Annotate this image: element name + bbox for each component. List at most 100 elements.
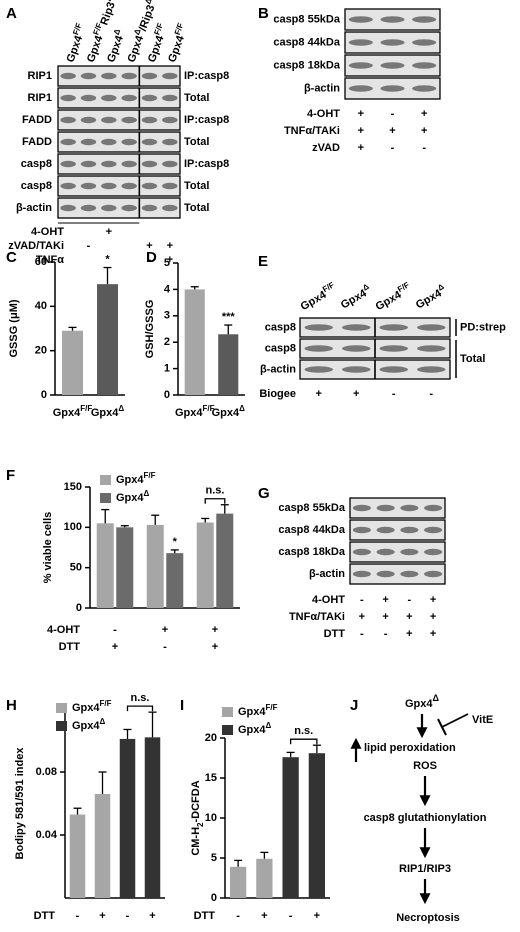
inhibition-bar [437, 718, 447, 736]
blot-band [162, 72, 178, 80]
node-part: Δ [433, 693, 440, 703]
condition-sign: + [359, 611, 365, 623]
significance-label: * [105, 253, 110, 265]
bar [69, 814, 86, 898]
blot-band [424, 570, 443, 578]
column-header-part: Gpx4 [85, 33, 106, 64]
column-header-part: Δ [111, 27, 122, 36]
panel-letter: H [6, 697, 17, 714]
row-tag: IP:casp8 [184, 114, 229, 126]
blot-band [121, 182, 137, 190]
condition-sign: - [422, 142, 426, 154]
y-tick-label: 0.08 [36, 766, 57, 778]
legend-label-part: Gpx4 [238, 706, 266, 718]
condition-sign: + [421, 125, 427, 137]
blot-band [141, 138, 158, 146]
blot-band [141, 204, 158, 212]
legend-label-part: F/F [144, 471, 156, 480]
y-axis-label: % viable cells [42, 512, 54, 584]
legend-label: Gpx4F/F [72, 699, 112, 714]
column-header-part: F/F [71, 22, 84, 36]
y-tick-label: 150 [64, 481, 82, 493]
condition-sign: + [358, 125, 364, 137]
x-tick-label: Gpx4Δ [91, 404, 125, 419]
column-header-part: F/F [152, 22, 165, 36]
blot-band [101, 116, 117, 124]
blot-band [101, 138, 117, 146]
condition-sign: + [149, 910, 155, 922]
blot-band [379, 345, 408, 352]
blot-band [60, 160, 76, 168]
blot-band [376, 504, 395, 512]
blot-band [376, 570, 395, 578]
blot-band [101, 94, 117, 102]
legend-swatch [100, 475, 111, 485]
condition-sign: - [392, 388, 396, 400]
significance-bracket [289, 738, 318, 745]
condition-label: TNFα [36, 254, 64, 266]
legend-swatch [222, 725, 233, 735]
row-label: RIP1 [28, 92, 52, 104]
blot-band [352, 548, 371, 556]
blot-band [141, 182, 158, 190]
condition-label: 4-OHT [307, 108, 340, 120]
legend-label: Gpx4Δ [238, 721, 272, 736]
condition-sign: + [430, 628, 436, 640]
bar [62, 330, 83, 395]
condition-sign: - [76, 910, 80, 922]
condition-label: TNFα/TAKi [289, 611, 345, 623]
row-label: casp8 [265, 321, 296, 333]
blot-band [412, 62, 437, 69]
blot-band [352, 504, 371, 512]
x-tick-label-part: F/F [80, 404, 92, 413]
blot-strip [349, 497, 446, 519]
panel-letter: E [258, 253, 268, 270]
blot-band [417, 366, 446, 373]
blot-band [60, 182, 76, 190]
legend-label-part: Gpx4 [72, 702, 100, 714]
column-header: Gpx4Δ [412, 281, 449, 311]
condition-sign: + [212, 624, 218, 636]
legend-label: Gpx4Δ [72, 717, 106, 732]
condition-sign: + [314, 910, 320, 922]
condition-sign: + [430, 611, 436, 623]
y-tick-label: 20 [35, 345, 47, 357]
legend-label-part: Gpx4 [116, 492, 144, 504]
y-axis-label: Bodipy 581/591 index [14, 747, 26, 860]
condition-sign: + [382, 594, 388, 606]
column-header-part: Δ [436, 281, 446, 292]
inhibition-line [441, 713, 469, 728]
row-tag: PD:strep [460, 321, 506, 333]
legend-label-part: Gpx4 [72, 720, 100, 732]
blot-band [348, 39, 373, 46]
blot-strip [57, 175, 181, 197]
significance-label: n.s. [206, 485, 225, 497]
panel-letter: F [6, 467, 15, 484]
blot-band [101, 204, 117, 212]
legend-label: Gpx4Δ [116, 489, 150, 504]
blot-band [162, 138, 178, 146]
diagram-node: VitE [472, 714, 493, 726]
y-tick-label: 0.04 [36, 829, 58, 841]
blot-band [121, 116, 137, 124]
condition-label: TNFα/TAKi [284, 125, 340, 137]
column-header-part: Gpx4 [146, 33, 167, 64]
blot-strip [57, 131, 181, 153]
diagram-node: lipid peroxidation [364, 742, 456, 754]
bar [116, 527, 134, 608]
blot-strip [57, 65, 181, 87]
column-header-part: F/F [172, 22, 185, 36]
blot-band [412, 39, 437, 46]
panel-letter: I [180, 697, 184, 714]
blot-band [80, 94, 97, 102]
y-tick-label: 50 [70, 562, 82, 574]
blot-band [162, 116, 178, 124]
blot-band [352, 570, 371, 578]
pathway-diagram: Gpx4Δ VitE lipid peroxidation ROS casp8 … [350, 693, 493, 924]
row-label: casp8 18kDa [278, 546, 346, 558]
condition-sign: - [163, 641, 167, 653]
condition-sign: - [391, 108, 395, 120]
y-tick-label: 100 [64, 521, 82, 533]
row-label: β-actin [260, 363, 296, 375]
legend-label: Gpx4F/F [238, 703, 278, 718]
